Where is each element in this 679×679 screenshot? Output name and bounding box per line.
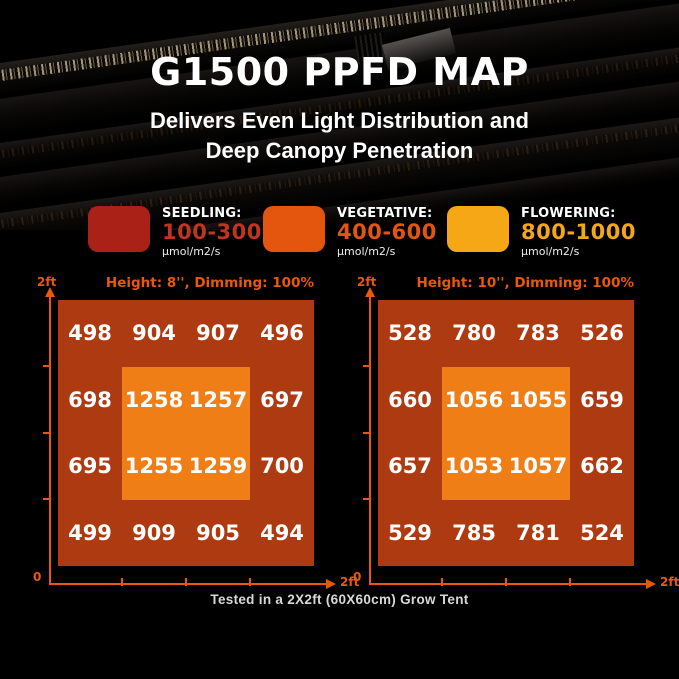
ppfd-value-cell: 780 (452, 321, 496, 346)
x-axis-tick (185, 578, 187, 586)
ppfd-value-cell: 1053 (444, 454, 504, 479)
y-axis-tick (363, 432, 370, 434)
right-arrow-icon (646, 579, 656, 589)
legend-label: VEGETATIVE: (337, 206, 433, 221)
ppfd-value-cell: 697 (260, 387, 304, 412)
x-axis-tick (249, 578, 251, 586)
ppfd-value-cell: 1057 (508, 454, 568, 479)
legend-text-block: SEEDLING: 100-300 μmol/m2/s (162, 206, 262, 258)
y-axis-tick (363, 365, 370, 367)
ppfd-value-cell: 1258 (124, 387, 184, 412)
origin-label: 0 (33, 570, 42, 584)
ppfd-heatmap-8in: 498 904 907 496 698 1258 1257 697 695 1255 1259 700… (58, 300, 314, 566)
x-axis-tick (441, 578, 443, 586)
legend-unit: μmol/m2/s (162, 245, 221, 258)
ppfd-value-cell: 1255 (124, 454, 184, 479)
origin-label: 0 (353, 570, 362, 584)
x-axis-tick (569, 578, 571, 586)
high-ppfd-zone (442, 366, 570, 500)
footer-caption: Tested in a 2X2ft (60X60cm) Grow Tent (210, 592, 469, 607)
x-axis-tick (505, 578, 507, 586)
ppfd-value-cell: 528 (388, 321, 432, 346)
legend-text-block: VEGETATIVE: 400-600 μmol/m2/s (337, 206, 437, 258)
legend-range: 400-600 (337, 220, 437, 244)
ppfd-value-cell: 659 (580, 387, 624, 412)
ppfd-value-cell: 781 (516, 520, 560, 545)
x-axis-line (50, 583, 326, 585)
ppfd-value-cell: 698 (68, 387, 112, 412)
up-arrow-icon (45, 287, 55, 297)
ppfd-value-cell: 907 (196, 321, 240, 346)
ppfd-value-cell: 496 (260, 321, 304, 346)
ppfd-value-cell: 526 (580, 321, 624, 346)
ppfd-value-cell: 1055 (508, 387, 568, 412)
ppfd-value-cell: 660 (388, 387, 432, 412)
legend-range: 100-300 (162, 220, 262, 244)
ppfd-value-cell: 524 (580, 520, 624, 545)
y-axis-tick (43, 498, 50, 500)
x-axis-tick (121, 578, 123, 586)
map-header-10in: Height: 10'', Dimming: 100% (416, 275, 634, 291)
y-axis-tick (43, 365, 50, 367)
y-axis-tick (363, 498, 370, 500)
legend-item-vegetative: VEGETATIVE: 400-600 μmol/m2/s (263, 206, 437, 258)
ppfd-value-cell: 499 (68, 520, 112, 545)
legend-item-flowering: FLOWERING: 800-1000 μmol/m2/s (447, 206, 636, 258)
ppfd-value-cell: 494 (260, 520, 304, 545)
legend-text-block: FLOWERING: 800-1000 μmol/m2/s (521, 206, 636, 258)
subtitle-line-1: Delivers Even Light Distribution and (150, 108, 529, 133)
seedling-color-swatch (88, 206, 150, 252)
ppfd-value-cell: 783 (516, 321, 560, 346)
legend-label: SEEDLING: (162, 206, 242, 221)
ppfd-value-cell: 1259 (188, 454, 248, 479)
legend-range: 800-1000 (521, 220, 636, 244)
y-axis-line (369, 296, 371, 585)
page-title: G1500 PPFD MAP (150, 50, 529, 94)
ppfd-map-group-8in: Height: 8'', Dimming: 100% 2ft 0 498 904 9… (28, 272, 373, 602)
ppfd-value-cell: 529 (388, 520, 432, 545)
ppfd-value-cell: 695 (68, 454, 112, 479)
vegetative-color-swatch (263, 206, 325, 252)
ppfd-value-cell: 700 (260, 454, 304, 479)
ppfd-heatmap-10in: 528 780 783 526 660 1056 1055 659 657 1053 1057 662… (378, 300, 634, 566)
ppfd-value-cell: 904 (132, 321, 176, 346)
ppfd-value-cell: 657 (388, 454, 432, 479)
ppfd-value-cell: 498 (68, 321, 112, 346)
legend-unit: μmol/m2/s (337, 245, 396, 258)
up-arrow-icon (365, 287, 375, 297)
y-axis-max-label: 2ft (37, 275, 57, 289)
map-header-8in: Height: 8'', Dimming: 100% (105, 275, 314, 291)
ppfd-value-cell: 1257 (188, 387, 248, 412)
subtitle-line-2: Deep Canopy Penetration (205, 138, 474, 163)
ppfd-map-group-10in: Height: 10'', Dimming: 100% 2ft 0 528 780… (348, 272, 679, 602)
x-axis-max-label: 2ft (340, 575, 360, 589)
high-ppfd-zone (122, 366, 250, 500)
legend-label: FLOWERING: (521, 206, 616, 221)
y-axis-max-label: 2ft (357, 275, 377, 289)
hero-banner: G1500 PPFD MAP Delivers Even Light Distr… (0, 0, 679, 230)
y-axis-line (49, 296, 51, 585)
ppfd-value-cell: 785 (452, 520, 496, 545)
legend-item-seedling: SEEDLING: 100-300 μmol/m2/s (88, 206, 262, 258)
right-arrow-icon (326, 579, 336, 589)
ppfd-value-cell: 909 (132, 520, 176, 545)
x-axis-line (370, 583, 646, 585)
x-axis-max-label: 2ft (660, 575, 679, 589)
page-subtitle: Delivers Even Light Distribution and Dee… (0, 106, 679, 166)
ppfd-value-cell: 905 (196, 520, 240, 545)
flowering-color-swatch (447, 206, 509, 252)
ppfd-legend: SEEDLING: 100-300 μmol/m2/s VEGETATIVE: … (0, 206, 679, 268)
ppfd-value-cell: 662 (580, 454, 624, 479)
legend-unit: μmol/m2/s (521, 245, 580, 258)
y-axis-tick (43, 432, 50, 434)
ppfd-value-cell: 1056 (444, 387, 504, 412)
